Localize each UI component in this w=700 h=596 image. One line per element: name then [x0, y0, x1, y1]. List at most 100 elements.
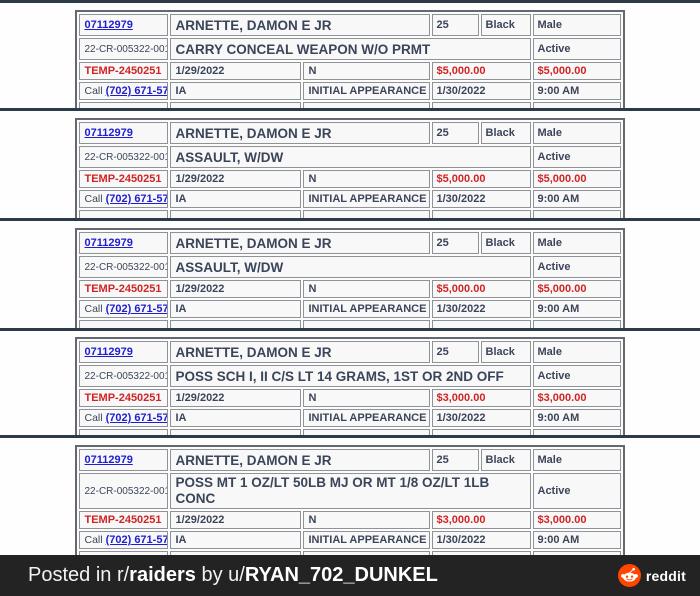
inmate-age: 25 — [431, 341, 479, 363]
hearing-date: 1/30/2022 — [431, 531, 531, 549]
call-label: Call — [84, 534, 103, 546]
inmate-sex: Male — [532, 122, 621, 144]
arrest-date: 1/29/2022 — [170, 389, 302, 407]
call-cell: Call(702) 671-5700 — [79, 409, 169, 427]
temp-booking-id: TEMP-2450251 — [79, 62, 169, 80]
court-code: IA — [170, 82, 302, 100]
booking-id-link[interactable]: 07112979 — [84, 454, 133, 466]
record-table: 07112979 ARNETTE, DAMON E JR 25 Black Ma… — [75, 10, 625, 108]
phone-link[interactable]: (702) 671-5700 — [105, 303, 169, 315]
temp-booking-id: TEMP-2450251 — [79, 280, 169, 298]
inmate-race: Black — [480, 14, 531, 36]
bail-flag: N — [303, 280, 430, 298]
case-status: Active — [532, 365, 621, 387]
inmate-race: Black — [480, 341, 531, 363]
booking-id-link[interactable]: 07112979 — [84, 127, 133, 139]
empty-cell — [170, 102, 302, 108]
inmate-name: ARNETTE, DAMON E JR — [170, 449, 430, 471]
hearing-type: INITIAL APPEARANCE — [303, 300, 430, 318]
record-table: 07112979 ARNETTE, DAMON E JR 25 Black Ma… — [75, 228, 625, 328]
hearing-time: 9:00 AM — [532, 190, 621, 208]
inmate-sex: Male — [532, 341, 621, 363]
court-code: IA — [170, 531, 302, 549]
reddit-wordmark: reddit — [645, 567, 686, 584]
booking-id-cell: 07112979 — [79, 449, 169, 471]
empty-cell — [303, 320, 430, 328]
bail-flag: N — [303, 511, 430, 529]
record-table: 07112979 ARNETTE, DAMON E JR 25 Black Ma… — [75, 337, 625, 435]
empty-cell — [303, 210, 430, 218]
record-segment: 07112979 ARNETTE, DAMON E JR 25 Black Ma… — [0, 3, 700, 108]
record-table: 07112979 ARNETTE, DAMON E JR 25 Black Ma… — [75, 118, 625, 218]
arrest-date: 1/29/2022 — [170, 62, 302, 80]
phone-link[interactable]: (702) 671-5700 — [105, 412, 169, 424]
inmate-race: Black — [480, 122, 531, 144]
empty-cell — [170, 429, 302, 435]
empty-cell — [303, 551, 430, 555]
separator-line — [0, 328, 700, 331]
case-status: Active — [532, 256, 621, 278]
footer-bar: Posted in r/raiders by u/RYAN_702_DUNKEL… — [0, 555, 700, 596]
temp-booking-id: TEMP-2450251 — [79, 389, 169, 407]
charge-description: ASSAULT, W/DW — [170, 146, 531, 168]
hearing-type: INITIAL APPEARANCE — [303, 531, 430, 549]
bail-amount: $5,000.00 — [431, 280, 531, 298]
phone-link[interactable]: (702) 671-5700 — [105, 85, 169, 97]
case-number: 22-CR-005322-001 — [79, 365, 169, 387]
inmate-name: ARNETTE, DAMON E JR — [170, 341, 430, 363]
empty-cell — [431, 210, 531, 218]
temp-booking-id: TEMP-2450251 — [79, 170, 169, 188]
temp-booking-id: TEMP-2450251 — [79, 511, 169, 529]
phone-link[interactable]: (702) 671-5700 — [105, 534, 169, 546]
empty-cell — [170, 320, 302, 328]
inmate-sex: Male — [532, 449, 621, 471]
empty-cell — [532, 551, 621, 555]
charge-description: CARRY CONCEAL WEAPON W/O PRMT — [170, 38, 531, 60]
booking-id-link[interactable]: 07112979 — [84, 19, 133, 31]
empty-cell — [431, 320, 531, 328]
bond-amount: $5,000.00 — [532, 170, 621, 188]
booking-id-cell: 07112979 — [79, 122, 169, 144]
empty-cell — [303, 102, 430, 108]
court-code: IA — [170, 409, 302, 427]
inmate-age: 25 — [431, 122, 479, 144]
phone-link[interactable]: (702) 671-5700 — [105, 193, 169, 205]
booking-id-link[interactable]: 07112979 — [84, 237, 133, 249]
empty-cell — [532, 320, 621, 328]
call-label: Call — [84, 85, 103, 97]
hearing-date: 1/30/2022 — [431, 300, 531, 318]
hearing-type: INITIAL APPEARANCE — [303, 190, 430, 208]
bond-amount: $3,000.00 — [532, 511, 621, 529]
inmate-age: 25 — [431, 449, 479, 471]
username: RYAN_702_DUNKEL — [244, 564, 438, 586]
inmate-sex: Male — [532, 14, 621, 36]
booking-id-cell: 07112979 — [79, 14, 169, 36]
case-number: 22-CR-005322-001 — [79, 38, 169, 60]
empty-cell — [532, 102, 621, 108]
record-segment: 07112979 ARNETTE, DAMON E JR 25 Black Ma… — [0, 331, 700, 435]
call-cell: Call(702) 671-5700 — [79, 82, 169, 100]
hearing-time: 9:00 AM — [532, 531, 621, 549]
empty-cell — [79, 320, 169, 328]
case-status: Active — [532, 38, 621, 60]
empty-cell — [431, 551, 531, 555]
call-label: Call — [84, 193, 103, 205]
bail-amount: $3,000.00 — [431, 511, 531, 529]
posted-text: Posted in r/raiders by u/RYAN_702_DUNKEL — [28, 564, 438, 587]
case-status: Active — [532, 473, 621, 509]
inmate-age: 25 — [431, 232, 479, 254]
separator-line — [0, 218, 700, 221]
case-number: 22-CR-005322-001 — [79, 256, 169, 278]
empty-cell — [532, 210, 621, 218]
empty-cell — [79, 102, 169, 108]
case-number: 22-CR-005322-001 — [79, 473, 169, 509]
hearing-date: 1/30/2022 — [431, 409, 531, 427]
inmate-name: ARNETTE, DAMON E JR — [170, 122, 430, 144]
record-segment: 07112979 ARNETTE, DAMON E JR 25 Black Ma… — [0, 221, 700, 328]
call-cell: Call(702) 671-5700 — [79, 300, 169, 318]
booking-id-link[interactable]: 07112979 — [84, 346, 133, 358]
posted-prefix: Posted in r/ — [28, 564, 130, 586]
call-label: Call — [84, 303, 103, 315]
court-code: IA — [170, 300, 302, 318]
separator-line — [0, 435, 700, 438]
